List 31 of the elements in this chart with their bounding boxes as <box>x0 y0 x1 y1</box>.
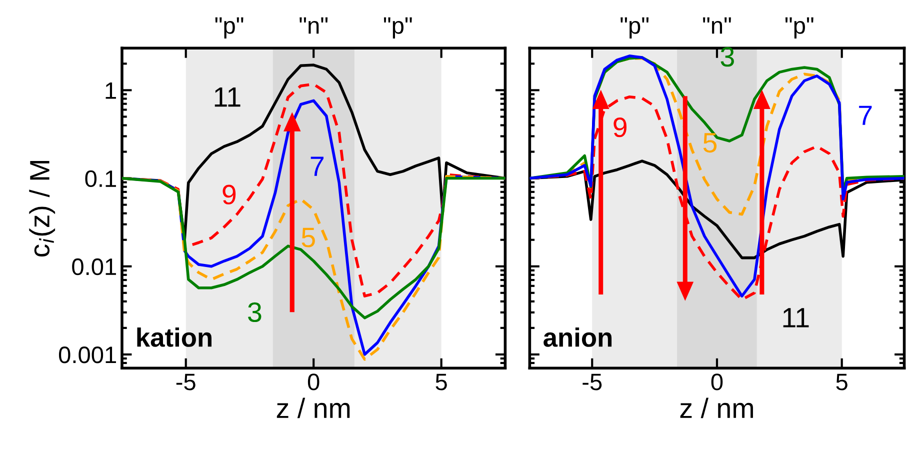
x-tick-label: 0 <box>308 374 320 390</box>
x-tick-label: 5 <box>436 374 447 390</box>
y-tick-label: 0.01 <box>72 258 116 276</box>
y-tick-label: 0.1 <box>85 170 116 188</box>
annotation: kation <box>137 328 212 347</box>
annotation: 11 <box>214 87 240 107</box>
annotation: 5 <box>703 133 717 153</box>
band-label: "n" <box>703 17 731 34</box>
x-tick-label: 0 <box>711 374 723 390</box>
annotation: 7 <box>859 106 872 125</box>
annotation: 11 <box>783 308 809 328</box>
band-label: "p" <box>785 17 814 39</box>
band-label: "p" <box>215 17 244 39</box>
x-axis-title: z / nm <box>680 398 753 418</box>
annotation: 3 <box>720 46 734 67</box>
annotation: 9 <box>222 184 236 204</box>
x-tick-label: -5 <box>176 374 196 390</box>
y-axis-title: c$_{i}$(z) / M <box>29 160 56 257</box>
band-label: "n" <box>300 17 328 34</box>
band-label: "p" <box>620 17 649 39</box>
band-label: "p" <box>384 17 412 39</box>
annotation: 3 <box>248 302 262 322</box>
y-tick-label: 0.001 <box>58 346 116 364</box>
x-axis-title: z / nm <box>276 398 350 418</box>
annotation: 5 <box>302 228 315 248</box>
x-tick-label: -5 <box>582 374 602 390</box>
annotation: 7 <box>310 156 324 176</box>
y-tick-label: 1 <box>106 82 116 99</box>
annotation: anion <box>544 328 612 347</box>
x-tick-label: 5 <box>836 374 848 390</box>
annotation: 9 <box>614 117 626 138</box>
